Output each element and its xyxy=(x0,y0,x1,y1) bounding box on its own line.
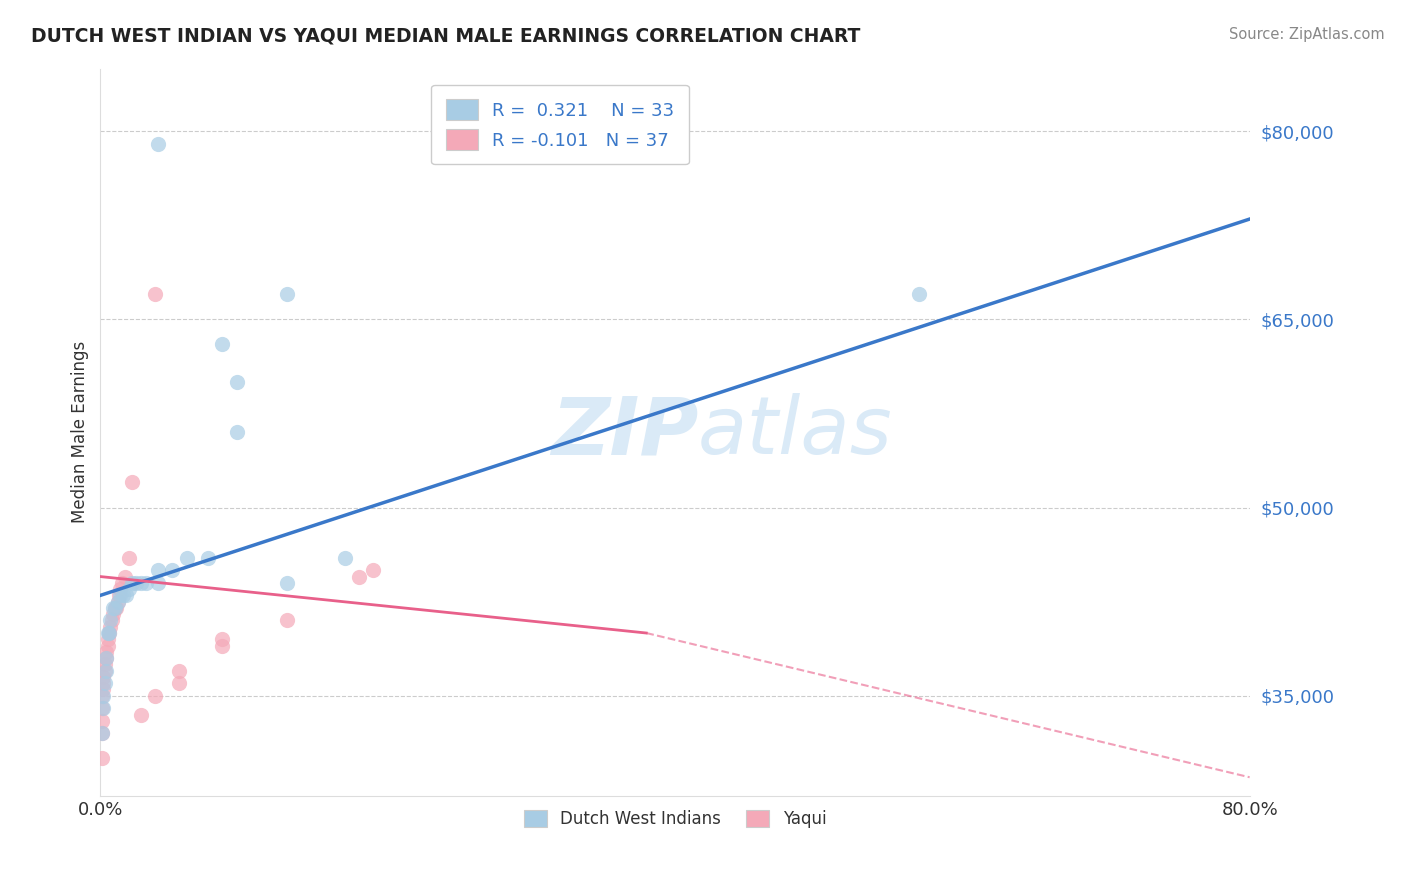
Point xyxy=(118,550,141,565)
Point xyxy=(110,588,132,602)
Point xyxy=(908,287,931,301)
Point xyxy=(90,726,112,740)
Point xyxy=(225,425,247,440)
Point xyxy=(135,575,157,590)
Point xyxy=(211,639,233,653)
Point xyxy=(347,569,370,583)
Point xyxy=(211,337,233,351)
Point xyxy=(100,614,122,628)
Point xyxy=(91,676,114,690)
Point xyxy=(118,582,141,596)
Point xyxy=(96,639,118,653)
Point xyxy=(100,620,122,634)
Point xyxy=(104,601,127,615)
Point xyxy=(333,550,356,565)
Text: Source: ZipAtlas.com: Source: ZipAtlas.com xyxy=(1229,27,1385,42)
Point xyxy=(93,676,115,690)
Point xyxy=(160,563,183,577)
Point xyxy=(129,707,152,722)
Point xyxy=(93,657,115,672)
Point xyxy=(91,682,114,697)
Point xyxy=(121,475,143,490)
Point xyxy=(169,664,191,678)
Point xyxy=(197,550,219,565)
Point xyxy=(90,689,112,703)
Point xyxy=(143,287,166,301)
Text: DUTCH WEST INDIAN VS YAQUI MEDIAN MALE EARNINGS CORRELATION CHART: DUTCH WEST INDIAN VS YAQUI MEDIAN MALE E… xyxy=(31,27,860,45)
Point xyxy=(107,594,129,608)
Point xyxy=(146,136,169,151)
Point xyxy=(98,626,121,640)
Point xyxy=(94,645,117,659)
Text: ZIP: ZIP xyxy=(551,393,697,471)
Point xyxy=(94,651,117,665)
Point xyxy=(107,594,129,608)
Point xyxy=(108,588,131,602)
Text: atlas: atlas xyxy=(697,393,893,471)
Point xyxy=(146,575,169,590)
Point xyxy=(91,670,114,684)
Point xyxy=(211,632,233,647)
Legend: Dutch West Indians, Yaqui: Dutch West Indians, Yaqui xyxy=(517,804,834,835)
Point xyxy=(105,601,128,615)
Point xyxy=(225,375,247,389)
Point xyxy=(111,575,134,590)
Point xyxy=(90,701,112,715)
Point xyxy=(94,664,117,678)
Point xyxy=(125,575,148,590)
Point xyxy=(143,689,166,703)
Point xyxy=(363,563,385,577)
Point xyxy=(93,664,115,678)
Point xyxy=(91,689,114,703)
Point xyxy=(104,601,127,615)
Point xyxy=(110,582,132,596)
Point xyxy=(101,614,124,628)
Y-axis label: Median Male Earnings: Median Male Earnings xyxy=(72,341,89,524)
Point xyxy=(90,714,112,728)
Point xyxy=(103,601,125,615)
Point xyxy=(90,726,112,740)
Point xyxy=(146,563,169,577)
Point xyxy=(169,676,191,690)
Point xyxy=(115,588,138,602)
Point xyxy=(96,632,118,647)
Point xyxy=(121,575,143,590)
Point xyxy=(176,550,198,565)
Point xyxy=(96,626,118,640)
Point xyxy=(98,626,121,640)
Point xyxy=(90,751,112,765)
Point xyxy=(276,287,298,301)
Point xyxy=(112,588,135,602)
Point xyxy=(91,701,114,715)
Point xyxy=(94,651,117,665)
Point xyxy=(276,575,298,590)
Point xyxy=(114,569,136,583)
Point xyxy=(276,614,298,628)
Point xyxy=(103,607,125,622)
Point xyxy=(129,575,152,590)
